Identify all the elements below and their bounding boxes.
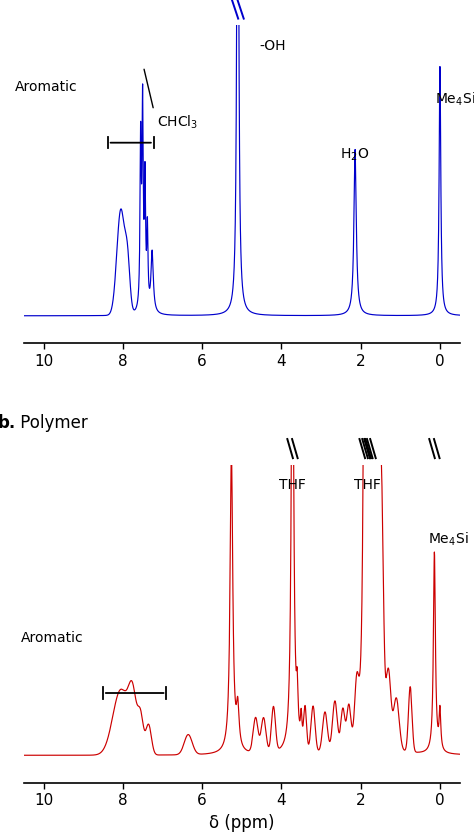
Text: THF: THF bbox=[354, 478, 381, 492]
Text: Aromatic: Aromatic bbox=[15, 80, 77, 94]
Text: b.: b. bbox=[0, 413, 16, 431]
Text: H$_2$O: H$_2$O bbox=[340, 147, 370, 163]
Text: Me$_4$Si: Me$_4$Si bbox=[428, 531, 469, 547]
Text: Me$_4$Si: Me$_4$Si bbox=[435, 91, 474, 108]
Text: Polymer: Polymer bbox=[15, 413, 88, 431]
Text: Aromatic: Aromatic bbox=[20, 631, 83, 645]
X-axis label: δ (ppm): δ (ppm) bbox=[209, 814, 274, 832]
Text: THF: THF bbox=[279, 478, 306, 492]
Text: CHCl$_3$: CHCl$_3$ bbox=[144, 69, 198, 131]
Text: -OH: -OH bbox=[260, 38, 286, 52]
